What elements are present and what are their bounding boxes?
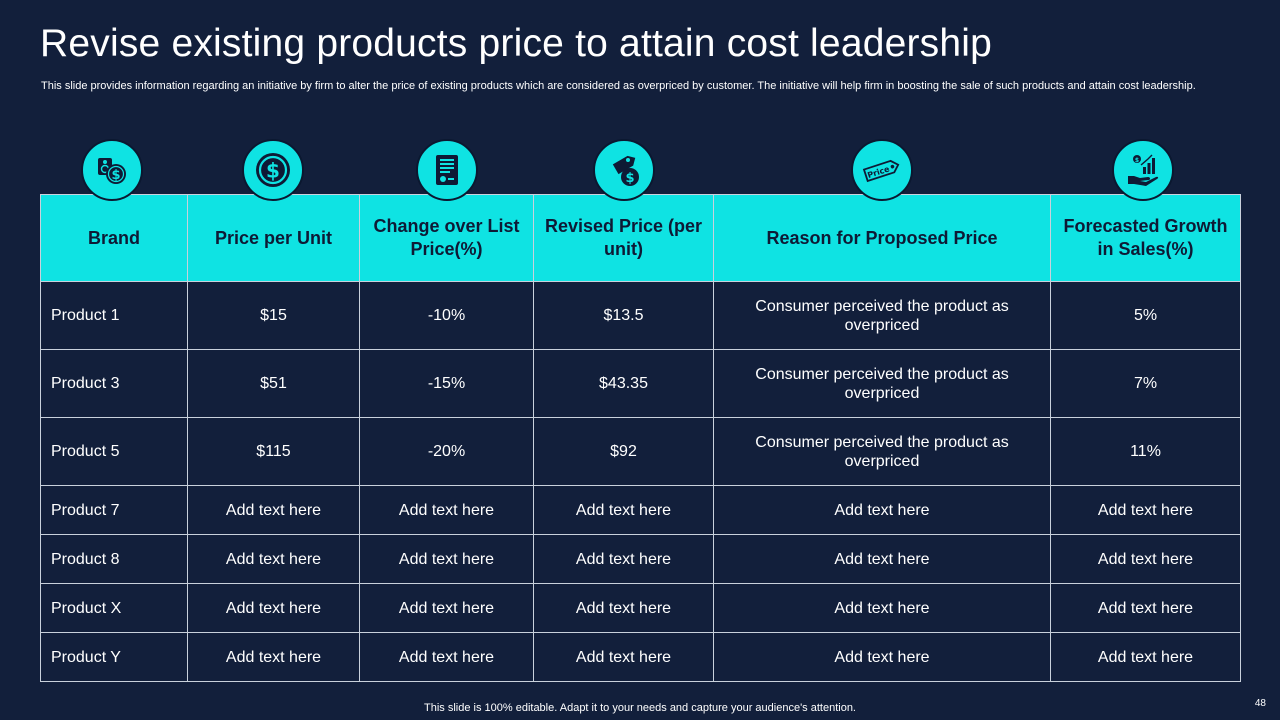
price-tag-dollar-icon: $ [81,139,143,201]
brand-cell: Product 3 [40,349,188,418]
change-cell: -10% [359,281,534,350]
change-cell: -20% [359,417,534,486]
reason-cell: Consumer perceived the product as overpr… [713,349,1051,418]
reason-cell: Add text here [713,632,1051,682]
revised-price-cell: Add text here [533,632,714,682]
price-cell: $51 [187,349,360,418]
header-forecasted-growth: Forecasted Growth in Sales(%) [1050,194,1241,282]
table-row: Product 8 Add text here Add text here Ad… [40,534,1241,584]
table-row: Product X Add text here Add text here Ad… [40,583,1241,633]
reason-cell: Add text here [713,583,1051,633]
table-header-row: Brand Price per Unit Change over List Pr… [40,194,1241,282]
revised-price-cell: Add text here [533,534,714,584]
change-cell: Add text here [359,632,534,682]
brand-cell: Product Y [40,632,188,682]
svg-text:$: $ [1135,157,1139,164]
table-row: Product 3 $51 -15% $43.35 Consumer perce… [40,349,1241,418]
growth-cell: Add text here [1050,583,1241,633]
revised-price-cell: $13.5 [533,281,714,350]
svg-text:$: $ [266,159,280,183]
slide-subtitle: This slide provides information regardin… [41,80,1196,92]
change-cell: Add text here [359,534,534,584]
price-cell: $115 [187,417,360,486]
reason-cell: Add text here [713,534,1051,584]
price-cell: Add text here [187,485,360,535]
svg-text:$: $ [111,168,120,183]
slide-title: Revise existing products price to attain… [40,22,993,65]
reason-cell: Consumer perceived the product as overpr… [713,281,1051,350]
price-cell: Add text here [187,583,360,633]
revised-price-cell: $43.35 [533,349,714,418]
price-list-document-icon [416,139,478,201]
growth-cell: 5% [1050,281,1241,350]
growth-cell: Add text here [1050,632,1241,682]
growth-cell: Add text here [1050,534,1241,584]
change-cell: Add text here [359,583,534,633]
svg-text:$: $ [625,171,634,186]
dollar-coin-icon: $ [242,139,304,201]
revised-price-cell: Add text here [533,583,714,633]
brand-cell: Product 5 [40,417,188,486]
brand-cell: Product X [40,583,188,633]
header-brand: Brand [40,194,188,282]
price-label-icon: Price [851,139,913,201]
reason-cell: Add text here [713,485,1051,535]
table-row: Product 7 Add text here Add text here Ad… [40,485,1241,535]
growth-cell: 7% [1050,349,1241,418]
change-cell: Add text here [359,485,534,535]
brand-cell: Product 1 [40,281,188,350]
pricing-table: Brand Price per Unit Change over List Pr… [40,194,1241,682]
change-cell: -15% [359,349,534,418]
slide-footer: This slide is 100% editable. Adapt it to… [424,702,856,714]
price-cell: $15 [187,281,360,350]
header-revised-price: Revised Price (per unit) [533,194,714,282]
header-reason: Reason for Proposed Price [713,194,1051,282]
header-price-per-unit: Price per Unit [187,194,360,282]
dollar-tag-icon: $ [593,139,655,201]
sales-growth-hand-icon: $ [1112,139,1174,201]
brand-cell: Product 8 [40,534,188,584]
growth-cell: 11% [1050,417,1241,486]
reason-cell: Consumer perceived the product as overpr… [713,417,1051,486]
price-cell: Add text here [187,632,360,682]
header-change-over-list-price: Change over List Price(%) [359,194,534,282]
table-row: Product Y Add text here Add text here Ad… [40,632,1241,682]
growth-cell: Add text here [1050,485,1241,535]
revised-price-cell: $92 [533,417,714,486]
revised-price-cell: Add text here [533,485,714,535]
price-cell: Add text here [187,534,360,584]
page-number: 48 [1254,698,1266,709]
brand-cell: Product 7 [40,485,188,535]
table-row: Product 5 $115 -20% $92 Consumer perceiv… [40,417,1241,486]
table-row: Product 1 $15 -10% $13.5 Consumer percei… [40,281,1241,350]
